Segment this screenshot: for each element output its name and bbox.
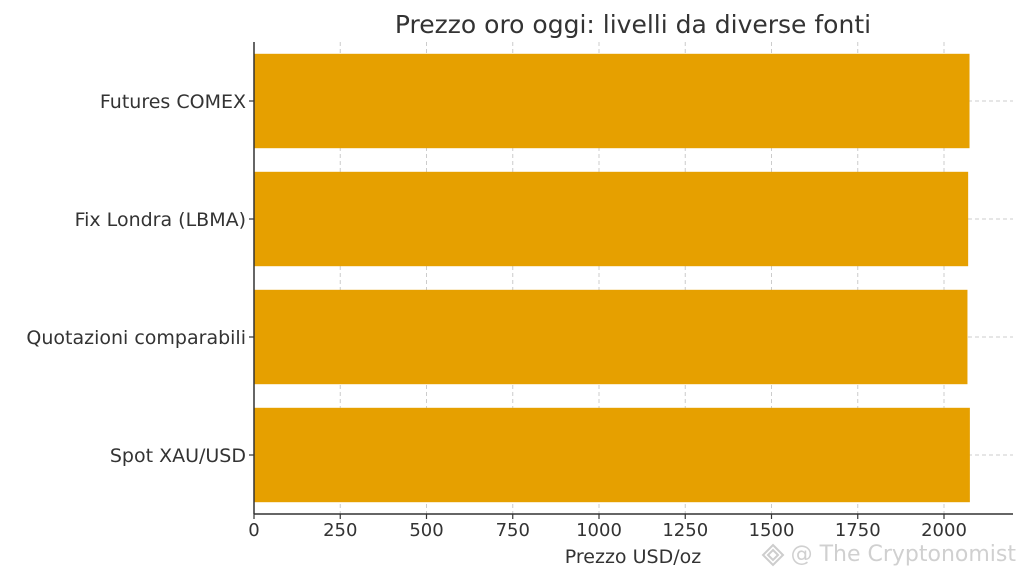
bar <box>254 53 970 149</box>
x-tick-label: 1250 <box>662 520 708 541</box>
bar <box>254 289 968 385</box>
x-tick-label: 1000 <box>576 520 622 541</box>
x-ticks: 0 250 500 750 1000 1250 1500 1750 2000 <box>248 514 967 541</box>
watermark: @ The Cryptonomist <box>761 542 1016 567</box>
bar <box>254 407 970 503</box>
x-tick-label: 500 <box>409 520 443 541</box>
y-tick-label: Futures COMEX <box>100 91 246 113</box>
y-tick-labels: Spot XAU/USD Quotazioni comparabili Fix Lo… <box>26 91 254 467</box>
x-tick-label: 0 <box>248 520 259 541</box>
watermark-text: @ The Cryptonomist <box>790 542 1016 567</box>
bars-group <box>254 53 970 503</box>
x-tick-label: 2000 <box>921 520 967 541</box>
cryptonomist-logo-icon <box>761 543 785 567</box>
x-axis-label: Prezzo USD/oz <box>565 546 701 568</box>
chart-title: Prezzo oro oggi: livelli da diverse font… <box>395 10 871 39</box>
x-tick-label: 1500 <box>749 520 795 541</box>
x-tick-label: 250 <box>323 520 357 541</box>
y-tick-label: Fix Londra (LBMA) <box>75 209 246 231</box>
y-tick-label: Spot XAU/USD <box>110 445 246 467</box>
x-tick-label: 1750 <box>835 520 881 541</box>
axes-group <box>253 42 1013 515</box>
bar <box>254 171 969 267</box>
x-tick-label: 750 <box>496 520 530 541</box>
y-tick-label: Quotazioni comparabili <box>26 327 246 349</box>
